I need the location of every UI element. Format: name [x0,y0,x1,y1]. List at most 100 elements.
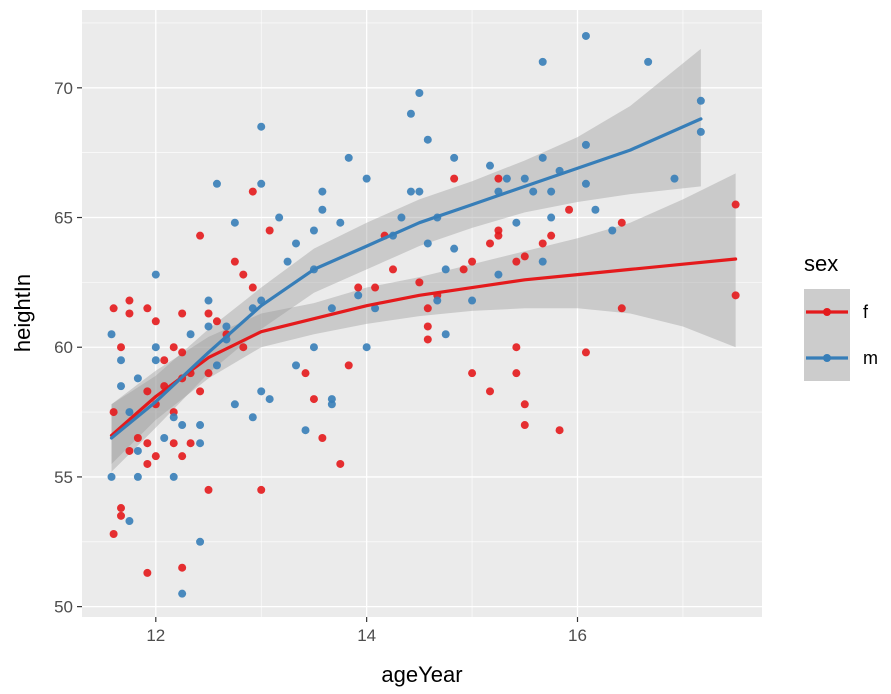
point-m [292,239,301,248]
point-m [486,161,494,170]
point-f [125,309,134,318]
point-m [265,395,274,404]
point-m [117,382,126,391]
point-f [617,304,626,313]
legend-label-m: m [863,348,878,368]
point-f [212,317,221,326]
point-f [547,231,556,240]
point-f [389,265,398,274]
point-f [230,257,239,266]
point-f [125,296,134,305]
point-m [371,304,380,313]
point-f [178,452,187,461]
point-m [204,296,213,305]
point-m [107,472,116,481]
point-f [538,239,547,248]
point-m [178,589,187,598]
point-f [248,283,257,292]
point-f [248,187,257,196]
point-m [292,361,301,370]
points [107,31,740,598]
axes: 12 14 16 50 55 60 65 70 [54,79,587,645]
y-tick-label: 50 [54,598,73,617]
point-m [257,122,266,131]
point-m [441,330,450,339]
point-f [125,446,134,455]
point-f [143,568,152,577]
point-f [731,200,740,209]
x-tick-label: 12 [146,626,165,645]
point-f [318,434,327,443]
point-f [186,439,195,448]
point-f [109,529,118,538]
point-m [318,205,327,214]
grid [82,10,762,617]
point-f [143,459,152,468]
point-m [248,413,257,422]
point-f [257,485,266,494]
point-f [169,439,178,448]
point-m [275,213,284,222]
point-f [117,504,126,513]
point-f [239,270,248,279]
point-m [309,343,318,352]
point-m [151,356,160,365]
point-m [581,31,590,40]
point-m [318,187,327,196]
point-m [547,213,556,222]
smooth-lines [109,117,738,440]
point-f [178,348,187,357]
point-f [178,563,187,572]
point-f [117,343,126,352]
point-m [520,174,529,183]
smooth-line-f [109,257,738,437]
point-f [731,291,740,300]
point-m [169,472,178,481]
smooth-line-m [109,117,703,440]
point-m [581,140,590,149]
point-m [362,343,371,352]
point-f [423,304,432,313]
point-f [169,343,178,352]
point-m [441,265,450,274]
point-f [109,304,118,313]
point-f [371,283,380,292]
point-m [538,153,547,162]
point-m [423,239,432,248]
point-f [178,309,187,318]
point-m [151,343,160,352]
point-m [433,296,442,305]
point-f [415,278,424,287]
point-m [125,517,134,526]
point-m [406,187,415,196]
point-f [520,421,529,430]
point-f [196,387,205,396]
point-f [109,408,118,417]
point-f [512,343,521,352]
point-f [494,174,503,183]
point-f [459,265,468,274]
point-m [196,537,205,546]
point-m [151,270,160,279]
point-m [283,257,292,266]
point-m [169,413,178,422]
point-f [204,485,213,494]
x-tick-label: 14 [357,626,376,645]
point-f [344,361,353,370]
point-m [423,135,432,144]
confidence-band-m [111,48,701,472]
point-f [336,459,345,468]
y-axis-title: heightIn [10,274,35,352]
point-m [450,244,459,253]
point-f [160,356,169,365]
point-f [486,239,494,248]
point-m [581,179,590,188]
legend-title: sex [804,251,838,276]
point-m [125,408,134,417]
point-f [468,257,477,266]
point-f [512,257,521,266]
point-f [143,304,152,313]
legend: sex f m [804,251,878,381]
point-m [204,322,213,331]
